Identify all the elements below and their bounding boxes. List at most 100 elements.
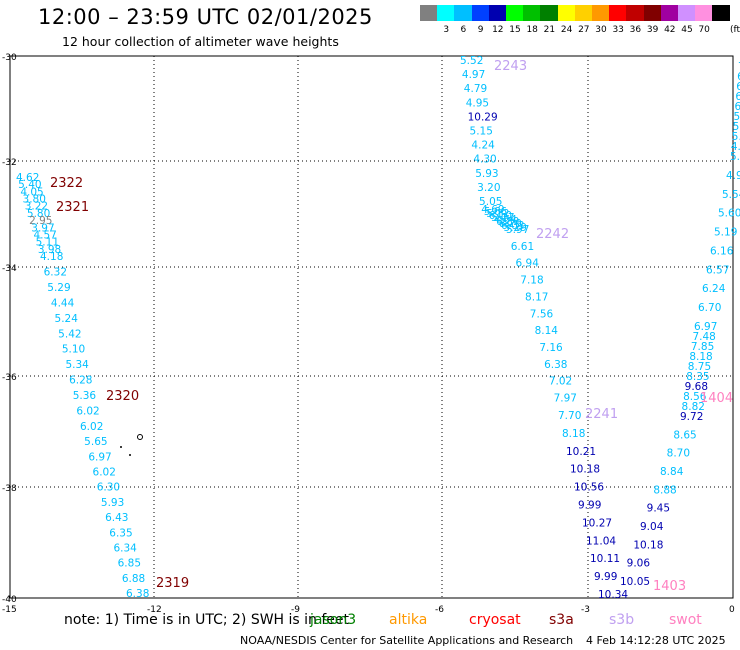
wave-height-label: 10.18	[633, 539, 663, 551]
legend-swatch	[420, 5, 438, 21]
wave-height-label: 6.88	[122, 573, 145, 585]
legend-tick-label: 33	[612, 25, 624, 35]
wave-height-label: 8.82	[682, 401, 705, 413]
legend-tick-label: 3	[443, 25, 450, 35]
wave-height-label: 4.79	[464, 83, 487, 95]
pass-number-label: 2241	[585, 407, 618, 422]
pass-number-label: 1403	[653, 579, 686, 594]
wave-height-label: 8.75	[688, 361, 711, 373]
wave-height-label: 8.18	[562, 428, 585, 440]
wave-height-label: 9.06	[627, 558, 651, 570]
wave-height-label: 3.20	[477, 182, 500, 194]
wave-height-label: 5.10	[62, 344, 85, 356]
map-title: 12:00 – 23:59 UTC 02/01/2025	[38, 5, 373, 29]
wave-height-label: 5.05	[479, 196, 502, 208]
wave-height-label: 6.70	[698, 302, 721, 314]
wave-height-label: 7.18	[520, 275, 543, 287]
wave-height-label: 6.85	[118, 558, 141, 570]
pass-number-label: 2322	[50, 176, 83, 191]
wave-height-label: 4.30	[473, 154, 496, 166]
longitude-tick-label: -12	[147, 605, 162, 615]
wave-height-label: 6.10	[489, 210, 512, 222]
wave-height-label: 5.65	[84, 436, 107, 448]
latitude-tick-label: -38	[2, 484, 17, 494]
wave-height-label: 5.46	[733, 121, 740, 133]
wave-height-label: 7.48	[692, 331, 715, 343]
wave-height-label: 6.24	[702, 283, 726, 295]
wave-height-label: 4.05	[20, 186, 43, 198]
wave-height-label: 4.69	[481, 204, 504, 216]
wave-height-label: 2.95	[29, 215, 52, 227]
wave-height-label: 3.22	[25, 201, 48, 213]
wave-height-label: 6.34	[113, 542, 137, 554]
wave-height-label: 4.97	[462, 69, 485, 81]
satellite-s3a: s3a	[549, 612, 574, 628]
wave-height-label: 6.02	[80, 421, 103, 433]
wave-height-label: 5.54	[722, 189, 740, 201]
wave-height-label: 9.45	[647, 503, 670, 515]
legend-swatch	[540, 5, 559, 21]
wave-height-label: 5.66	[484, 206, 508, 218]
legend-unit: (ft)	[730, 25, 740, 35]
legend-swatch	[592, 5, 610, 21]
wave-height-label: 5.11	[36, 237, 59, 249]
wave-height-label: 3.98	[38, 244, 61, 256]
wave-height-label: 8.17	[525, 291, 548, 303]
wave-height-label: 5.52	[460, 55, 483, 67]
wave-height-label: 7.	[738, 61, 740, 73]
generated-timestamp: 4 Feb 14:12:28 UTC 2025	[586, 634, 726, 647]
wave-height-label: 6.97	[88, 451, 111, 463]
wave-height-label: 7.85	[691, 341, 714, 353]
wave-height-label: 6.97	[694, 321, 717, 333]
legend-swatch	[609, 5, 628, 21]
wave-height-label: 6.94	[516, 258, 540, 270]
map-subtitle: 12 hour collection of altimeter wave hei…	[62, 34, 339, 49]
wave-height-label: 5.17	[491, 212, 514, 224]
pass-number-label: 2243	[494, 59, 527, 74]
legend-tick-label: 12	[492, 25, 504, 35]
legend-swatch	[523, 5, 542, 21]
legend-tick-label: 9	[477, 25, 484, 35]
legend-swatch	[506, 5, 524, 21]
wave-height-label: 10.56	[574, 482, 604, 494]
wave-height-label: 5.29	[47, 282, 70, 294]
longitude-tick-label: -15	[2, 605, 17, 615]
wave-height-label: 7.70	[558, 410, 581, 422]
wave-height-label: 10.34	[598, 589, 628, 601]
latitude-tick-label: -36	[2, 373, 17, 383]
wave-height-label: 5.60	[718, 208, 740, 220]
wave-height-label: 5.40	[18, 179, 41, 191]
legend-tick-label: 15	[509, 25, 521, 35]
pass-number-label: 1404	[700, 391, 733, 406]
legend-swatch	[488, 5, 507, 21]
wave-height-label: 8.14	[535, 325, 559, 337]
map-frame	[9, 55, 734, 599]
latitude-tick-label: -32	[2, 158, 17, 168]
wave-height-label: 7.16	[539, 342, 563, 354]
legend-swatch	[643, 5, 662, 21]
wave-height-label: 6.00	[734, 101, 740, 113]
wave-height-label: 4.24	[471, 140, 495, 152]
wave-height-label: 8.70	[667, 448, 690, 460]
wave-height-label: 4.64	[494, 214, 518, 226]
legend-swatch	[678, 5, 696, 21]
wave-height-label: 4.57	[33, 229, 56, 241]
wave-height-label: 9.99	[578, 499, 601, 511]
wave-height-label: 5.15	[470, 125, 493, 137]
wave-height-label: 8.88	[653, 484, 676, 496]
wave-height-label: 5.29	[504, 222, 527, 234]
legend-tick-label: 24	[560, 25, 573, 35]
wave-height-label: 6.30	[97, 482, 120, 494]
wave-height-label: 6.38	[126, 588, 149, 600]
wave-height-label: 7.02	[549, 376, 572, 388]
latitude-tick-label: -30	[2, 53, 17, 63]
longitude-tick-label: -9	[291, 605, 300, 615]
island-marker	[137, 434, 143, 440]
wave-height-label: 9.68	[685, 381, 708, 393]
wave-height-label: 4.62	[16, 172, 39, 184]
wave-height-label: 6.16	[710, 245, 734, 257]
legend-swatch	[557, 5, 576, 21]
pass-number-label: 2320	[106, 389, 139, 404]
wave-height-label: 5.75	[734, 111, 740, 123]
wave-height-label: 5.97	[506, 224, 529, 236]
